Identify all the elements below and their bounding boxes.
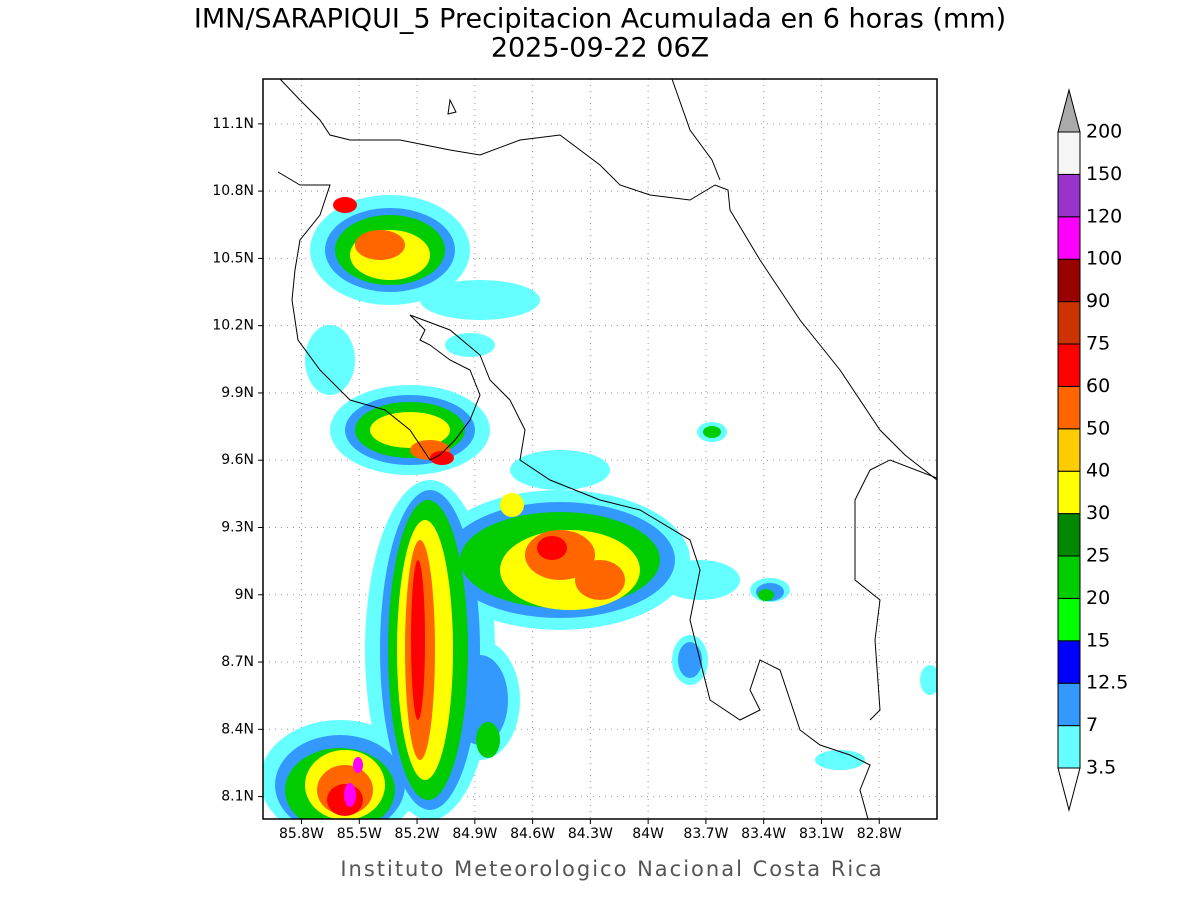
lat-tick-label: 10.5N <box>212 250 254 266</box>
lat-tick-label: 10.8N <box>212 183 254 199</box>
colorbar-label: 150 <box>1086 163 1122 185</box>
colorbar-label: 30 <box>1086 502 1110 524</box>
subtitle: 2025-09-22 06Z <box>491 33 709 64</box>
colorbar-label: 75 <box>1086 333 1110 355</box>
colorbar-box <box>1057 513 1081 557</box>
colorbar-box <box>1057 258 1081 303</box>
colorbar-label: 50 <box>1086 417 1110 439</box>
colorbar-box <box>1057 216 1081 260</box>
colorbar-under <box>1057 767 1081 812</box>
lat-tick-label: 8.7N <box>221 654 254 670</box>
colorbar-box <box>1057 428 1081 472</box>
lon-tick-label: 85.2W <box>395 826 440 842</box>
colorbar-label: 90 <box>1086 290 1110 312</box>
colorbar-box <box>1057 640 1081 684</box>
colorbar-label: 60 <box>1086 375 1110 397</box>
lon-tick-label: 83.4W <box>741 826 786 842</box>
colorbar: 3.5 7 12.5 15 20 25 30 40 50 60 75 90 100 120 150 200 <box>1057 88 1128 812</box>
lon-tick-label: 85.8W <box>279 826 324 842</box>
lon-tick-label: 83.1W <box>799 826 844 842</box>
lon-tick-label: 84W <box>632 826 664 842</box>
colorbar-label: 25 <box>1086 545 1110 567</box>
lon-tick-label: 84.3W <box>568 826 613 842</box>
colorbar-box <box>1057 343 1081 387</box>
map-frame <box>262 78 938 820</box>
lat-tick-label: 9.3N <box>221 519 254 535</box>
colorbar-box <box>1057 725 1081 769</box>
colorbar-box <box>1057 131 1081 175</box>
colorbar-label: 12.5 <box>1086 672 1128 694</box>
colorbar-box <box>1057 682 1081 727</box>
lat-tick-label: 8.1N <box>221 789 254 805</box>
colorbar-label: 200 <box>1086 121 1122 143</box>
colorbar-label: 20 <box>1086 587 1110 609</box>
colorbar-box <box>1057 555 1081 599</box>
colorbar-label: 120 <box>1086 205 1122 227</box>
colorbar-box <box>1057 470 1081 515</box>
lon-tick-label: 82.8W <box>857 826 902 842</box>
colorbar-box <box>1057 597 1081 642</box>
precip-field <box>263 79 937 819</box>
colorbar-box <box>1057 173 1081 218</box>
colorbar-label: 15 <box>1086 629 1110 651</box>
lon-tick-label: 85.5W <box>337 826 382 842</box>
lat-tick-label: 9.6N <box>221 452 254 468</box>
lat-tick-label: 10.2N <box>212 318 254 334</box>
lat-tick-label: 8.4N <box>221 721 254 737</box>
colorbar-label: 7 <box>1086 714 1098 736</box>
lon-tick-label: 83.7W <box>683 826 728 842</box>
lon-tick-label: 84.9W <box>452 826 497 842</box>
lat-tick-label: 9.9N <box>221 385 254 401</box>
colorbar-over <box>1057 88 1081 133</box>
colorbar-box <box>1057 301 1081 345</box>
title: IMN/SARAPIQUI_5 Precipitacion Acumulada … <box>194 4 1006 35</box>
lon-tick-label: 84.6W <box>510 826 555 842</box>
colorbar-label: 3.5 <box>1086 757 1116 779</box>
colorbar-label: 100 <box>1086 248 1122 270</box>
colorbar-label: 40 <box>1086 460 1110 482</box>
lat-tick-label: 11.1N <box>212 116 254 132</box>
footer: Instituto Meteorologico Nacional Costa R… <box>340 857 883 881</box>
colorbar-box <box>1057 385 1081 430</box>
lat-tick-label: 9N <box>235 587 254 603</box>
